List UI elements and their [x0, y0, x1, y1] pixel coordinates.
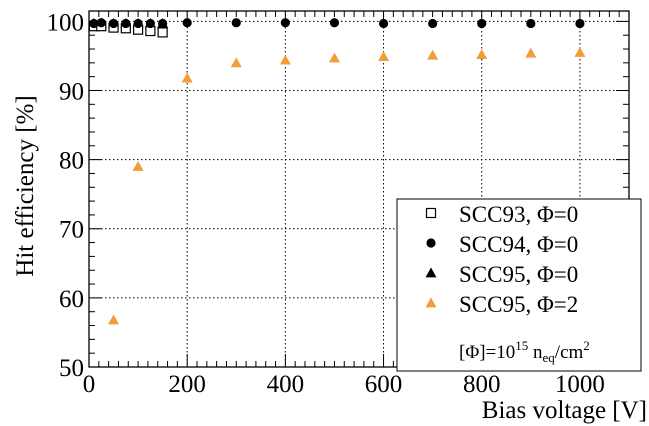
legend-marker: [425, 297, 437, 308]
data-point: [230, 57, 242, 68]
legend-label: SCC94, Φ=0: [459, 232, 578, 257]
x-axis-label: Bias voltage [V]: [482, 397, 647, 424]
x-tick-label: 800: [463, 371, 501, 398]
data-point: [108, 18, 119, 29]
x-tick-label: 200: [168, 371, 206, 398]
y-tick-label: 90: [59, 78, 84, 105]
data-point: [108, 314, 120, 325]
x-tick-label: 400: [267, 371, 305, 398]
legend-label: SCC93, Φ=0: [459, 202, 578, 227]
note-unit-sub: eq: [543, 350, 556, 365]
data-point: [280, 18, 290, 28]
axis-tick-labels: 0 200 400 600 800 1000 50 60 70 80 90 100: [47, 9, 605, 398]
data-point: [378, 18, 389, 29]
x-tick-label: 0: [83, 371, 96, 398]
data-point: [378, 51, 390, 62]
data-point: [133, 18, 143, 29]
data-point: [525, 47, 537, 58]
legend-marker: [425, 267, 437, 278]
data-point: [477, 18, 487, 29]
data-point: [145, 18, 155, 29]
data-points: [88, 17, 586, 325]
data-point: [132, 161, 144, 171]
data-point: [329, 18, 340, 28]
legend-marker: [426, 238, 436, 248]
data-point: [231, 18, 241, 28]
data-point: [279, 54, 291, 65]
data-point: [427, 49, 439, 60]
legend-label: SCC95, Φ=0: [459, 262, 578, 287]
plot-frame: [88, 10, 630, 368]
data-point: [182, 18, 192, 28]
legend: SCC93, Φ=0 SCC94, Φ=0 SCC95, Φ=0 SCC95, Φ=2…: [396, 198, 642, 372]
y-tick-label: 50: [59, 355, 84, 382]
note-prefix: [Φ]=10: [459, 342, 515, 363]
data-point: [476, 49, 488, 59]
y-axis-label: Hit efficiency [%]: [12, 95, 39, 276]
data-point: [158, 18, 168, 29]
data-point: [121, 18, 131, 29]
plot-border: [88, 10, 630, 368]
series-group: [89, 18, 585, 29]
note-unit-exp: 2: [583, 338, 590, 353]
x-tick-label: 600: [365, 371, 403, 398]
y-tick-label: 100: [47, 9, 85, 36]
data-point: [526, 18, 536, 29]
legend-entries: SCC93, Φ=0 SCC94, Φ=0 SCC95, Φ=0 SCC95, Φ=2: [425, 202, 578, 317]
data-point: [157, 27, 168, 38]
series-group: [108, 46, 586, 325]
data-point: [575, 18, 585, 29]
y-tick-label: 60: [59, 286, 84, 313]
note-unit-after: /cm: [555, 342, 584, 363]
data-point: [96, 18, 106, 28]
data-point: [328, 52, 340, 63]
legend-label: SCC95, Φ=2: [459, 292, 578, 317]
x-tick-label: 1000: [555, 371, 605, 398]
y-tick-label: 80: [59, 148, 84, 175]
data-point: [574, 46, 586, 57]
note-unit-main: n: [528, 342, 543, 363]
y-tick-label: 70: [59, 217, 84, 244]
legend-marker: [425, 207, 437, 219]
data-point: [428, 18, 438, 29]
legend-fluence-note: [Φ]=1015 neq/cm2: [459, 338, 590, 365]
data-point: [89, 18, 99, 29]
data-point: [181, 72, 193, 83]
legend-box: [396, 198, 642, 372]
note-exponent: 15: [515, 338, 528, 353]
